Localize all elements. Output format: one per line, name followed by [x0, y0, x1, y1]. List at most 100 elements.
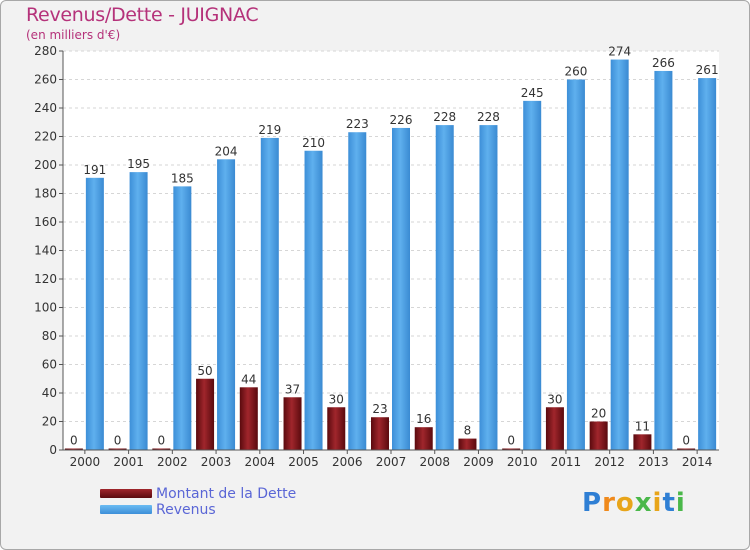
data-label-revenus: 274 [608, 45, 631, 59]
x-tick-label: 2010 [507, 455, 538, 469]
bar-revenus [523, 100, 542, 450]
data-label-revenus: 204 [215, 144, 238, 158]
x-tick-label: 2006 [332, 455, 363, 469]
data-label-revenus: 261 [696, 63, 719, 77]
bar-revenus [610, 59, 629, 451]
y-tick-label: 140 [34, 244, 57, 258]
x-tick-label: 2011 [551, 455, 582, 469]
data-label-debt: 44 [241, 372, 256, 386]
bar-revenus [566, 79, 585, 450]
x-tick-label: 2008 [419, 455, 450, 469]
y-tick-label: 120 [34, 272, 57, 286]
data-label-debt: 0 [682, 434, 690, 448]
bar-revenus [217, 159, 236, 451]
logo-letter: i [652, 488, 663, 518]
legend-swatch-debt [100, 489, 152, 498]
bar-revenus [348, 132, 367, 450]
bar-debt [414, 427, 433, 450]
data-label-revenus: 223 [346, 117, 369, 131]
bar-debt [196, 378, 215, 450]
data-label-debt: 0 [507, 434, 515, 448]
logo-letter: t [662, 488, 676, 518]
bars: 0 191 0 195 0 185 50 204 44 219 37 210 30 223 23 226 16 2… [64, 45, 719, 451]
bar-revenus [435, 125, 454, 450]
x-tick-label: 2000 [70, 455, 101, 469]
data-label-revenus: 226 [390, 113, 413, 127]
bar-debt [108, 448, 127, 450]
bar-debt [283, 397, 302, 450]
logo-letter: i [675, 488, 686, 518]
y-tick-label: 260 [34, 73, 57, 87]
bar-debt [327, 407, 346, 450]
y-tick-label: 180 [34, 187, 57, 201]
bar-revenus [698, 78, 717, 450]
y-tick-label: 280 [34, 44, 57, 58]
bar-debt [371, 417, 389, 450]
data-label-revenus: 228 [433, 110, 456, 124]
bar-revenus [304, 150, 323, 450]
x-axis: 2000 2001 2002 2003 2004 2005 2006 2007 2008 2009… [63, 449, 719, 469]
logo-letter: o [615, 488, 635, 518]
logo-letter: r [602, 488, 616, 518]
bar-revenus [260, 137, 279, 451]
data-label-debt: 11 [635, 419, 650, 433]
legend-label-revenus: Revenus [156, 502, 216, 518]
bar-debt [545, 407, 564, 450]
bar-debt [152, 448, 171, 450]
x-tick-label: 2002 [157, 455, 188, 469]
y-tick-label: 40 [42, 386, 57, 400]
bar-debt [502, 448, 521, 450]
bar-revenus [173, 186, 192, 450]
bar-debt [458, 438, 477, 450]
y-tick-label: 220 [34, 130, 57, 144]
data-label-revenus: 210 [302, 136, 325, 150]
logo-letter: x [634, 488, 653, 518]
y-axis: 0 20 40 60 80 100 120 140 160 180 200 220 240 260 280 [34, 44, 64, 457]
x-tick-label: 2004 [245, 455, 276, 469]
data-label-debt: 20 [591, 407, 606, 421]
legend-swatch-revenus [100, 505, 152, 514]
data-label-revenus: 228 [477, 110, 500, 124]
data-label-revenus: 266 [652, 56, 675, 70]
bar-revenus [85, 177, 104, 450]
proxiti-logo: Proxiti [582, 488, 686, 518]
data-label-debt: 0 [114, 434, 122, 448]
y-tick-label: 100 [34, 301, 57, 315]
data-label-debt: 0 [158, 434, 166, 448]
x-tick-label: 2001 [113, 455, 144, 469]
chart-subtitle: (en milliers d'€) [26, 28, 121, 42]
data-label-debt: 23 [372, 402, 387, 416]
data-label-revenus: 191 [83, 163, 106, 177]
bar-revenus [479, 125, 498, 450]
data-label-debt: 50 [197, 364, 212, 378]
chart-title: Revenus/Dette - JUIGNAC [26, 4, 259, 26]
y-tick-label: 240 [34, 101, 57, 115]
data-label-revenus: 185 [171, 171, 194, 185]
y-tick-label: 80 [42, 329, 57, 343]
y-tick-label: 200 [34, 158, 57, 172]
bar-debt [677, 448, 696, 450]
y-tick-label: 20 [42, 415, 57, 429]
bar-revenus [129, 172, 148, 450]
data-label-revenus: 245 [521, 86, 544, 100]
x-tick-label: 2009 [463, 455, 494, 469]
data-label-debt: 16 [416, 412, 431, 426]
data-label-debt: 30 [329, 392, 344, 406]
bar-debt [239, 387, 258, 450]
x-tick-label: 2012 [594, 455, 625, 469]
data-label-debt: 30 [547, 392, 562, 406]
data-label-revenus: 195 [127, 157, 150, 171]
x-tick-label: 2007 [376, 455, 407, 469]
y-tick-label: 160 [34, 215, 57, 229]
x-tick-label: 2014 [682, 455, 713, 469]
bar-debt [633, 434, 652, 450]
logo-letter: P [582, 488, 603, 518]
bar-debt [64, 448, 83, 450]
bar-revenus [654, 70, 673, 450]
bar-revenus [392, 127, 410, 450]
x-tick-label: 2005 [288, 455, 319, 469]
legend-label-debt: Montant de la Dette [156, 486, 297, 502]
x-tick-label: 2013 [638, 455, 669, 469]
x-tick-label: 2003 [201, 455, 232, 469]
